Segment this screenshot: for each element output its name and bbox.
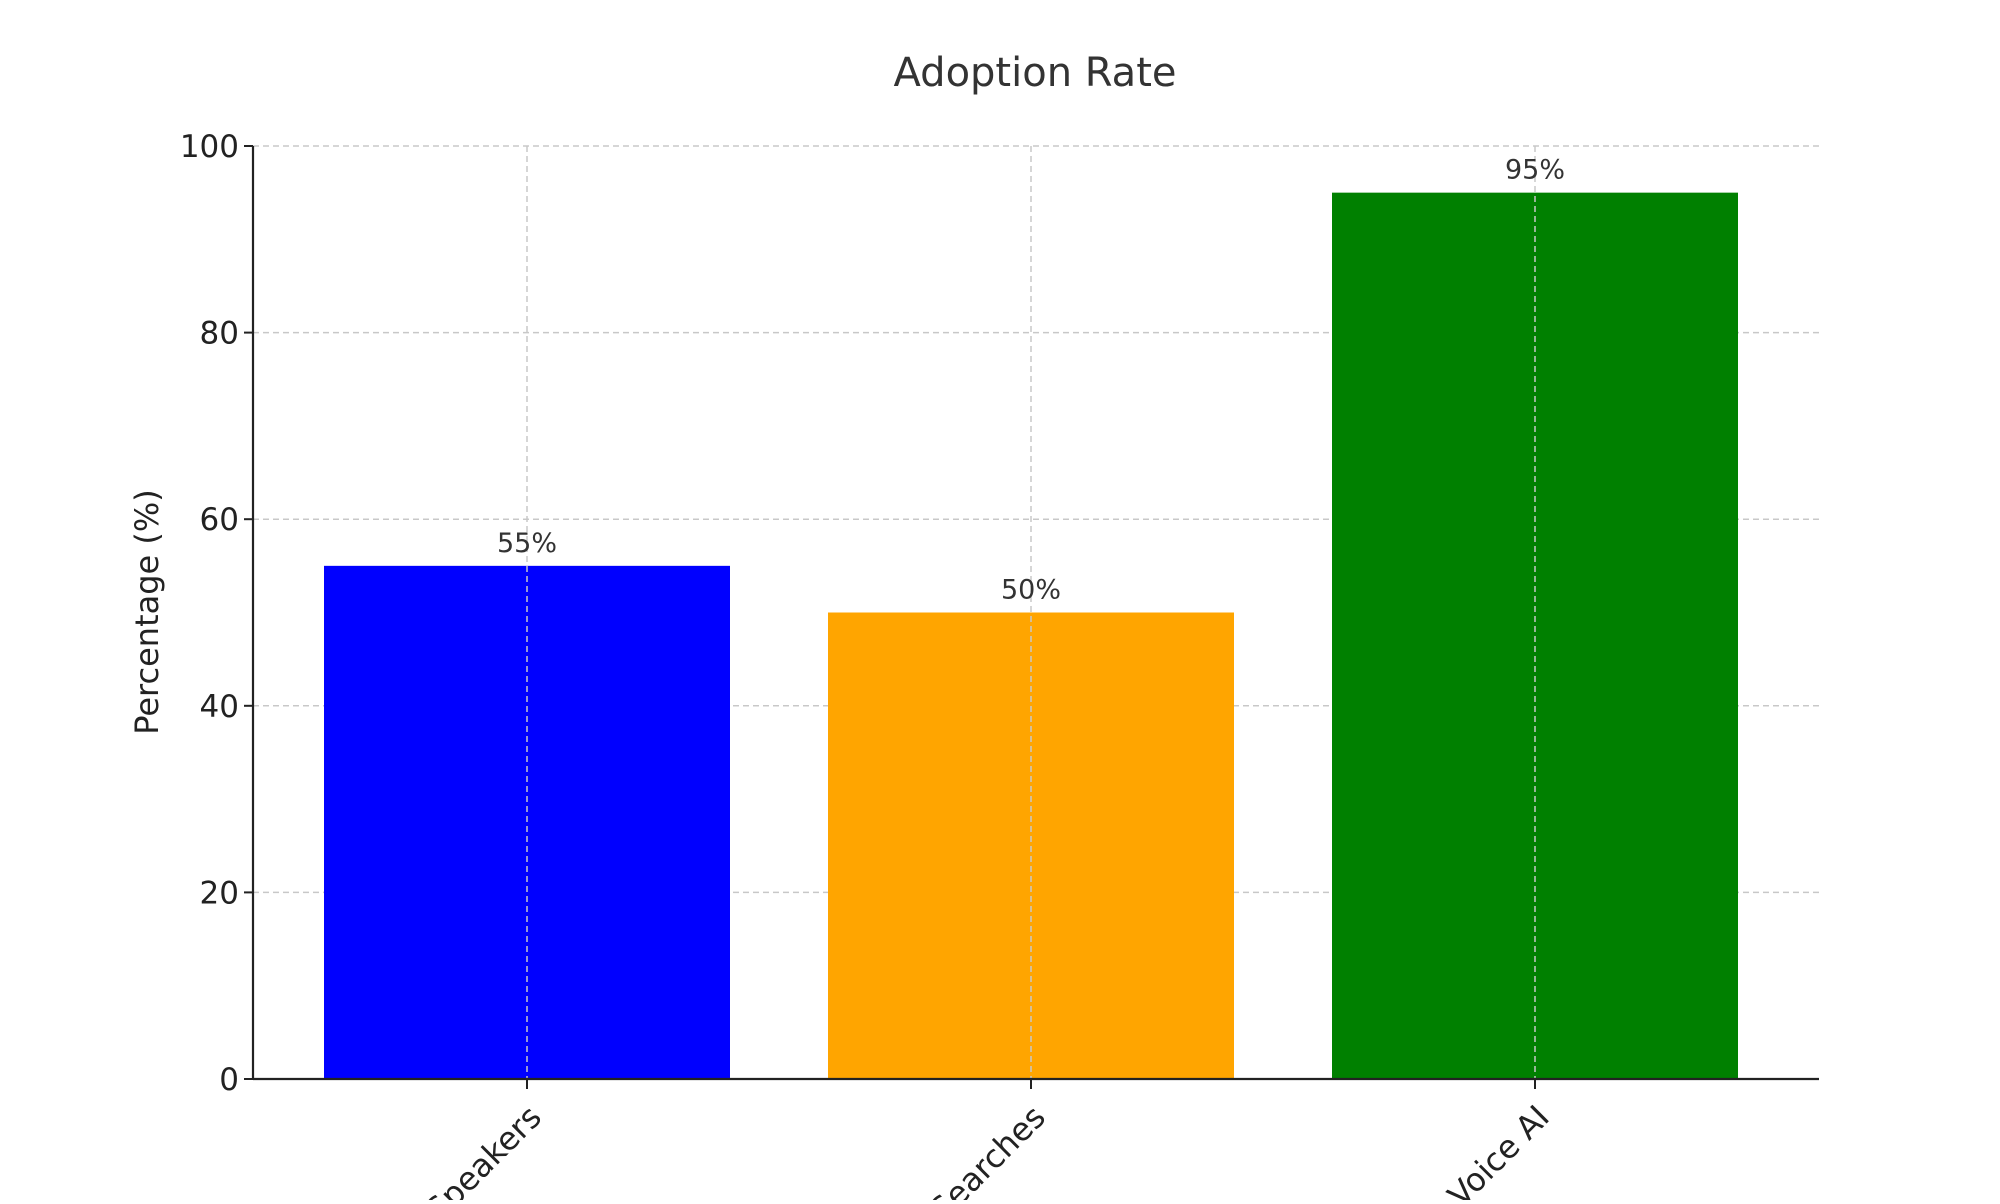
bar bbox=[324, 565, 730, 1079]
x-tick-label: Speakers bbox=[418, 1098, 549, 1200]
chart-title: Adoption Rate bbox=[894, 50, 1177, 96]
data-label: 95% bbox=[1505, 155, 1565, 186]
y-tick-label: 80 bbox=[200, 316, 239, 352]
y-tick-label: 100 bbox=[180, 129, 239, 165]
y-tick-label: 60 bbox=[200, 502, 239, 538]
y-tick-label: 20 bbox=[200, 875, 239, 911]
data-label: 55% bbox=[497, 528, 557, 559]
y-tick-label: 40 bbox=[200, 689, 239, 725]
y-axis-label: Percentage (%) bbox=[128, 489, 166, 735]
data-label: 50% bbox=[1001, 575, 1061, 606]
x-tick-label: : Voice AI bbox=[1426, 1098, 1557, 1200]
y-tick-label: 0 bbox=[219, 1062, 239, 1098]
x-tick-label: Searches bbox=[922, 1098, 1052, 1200]
